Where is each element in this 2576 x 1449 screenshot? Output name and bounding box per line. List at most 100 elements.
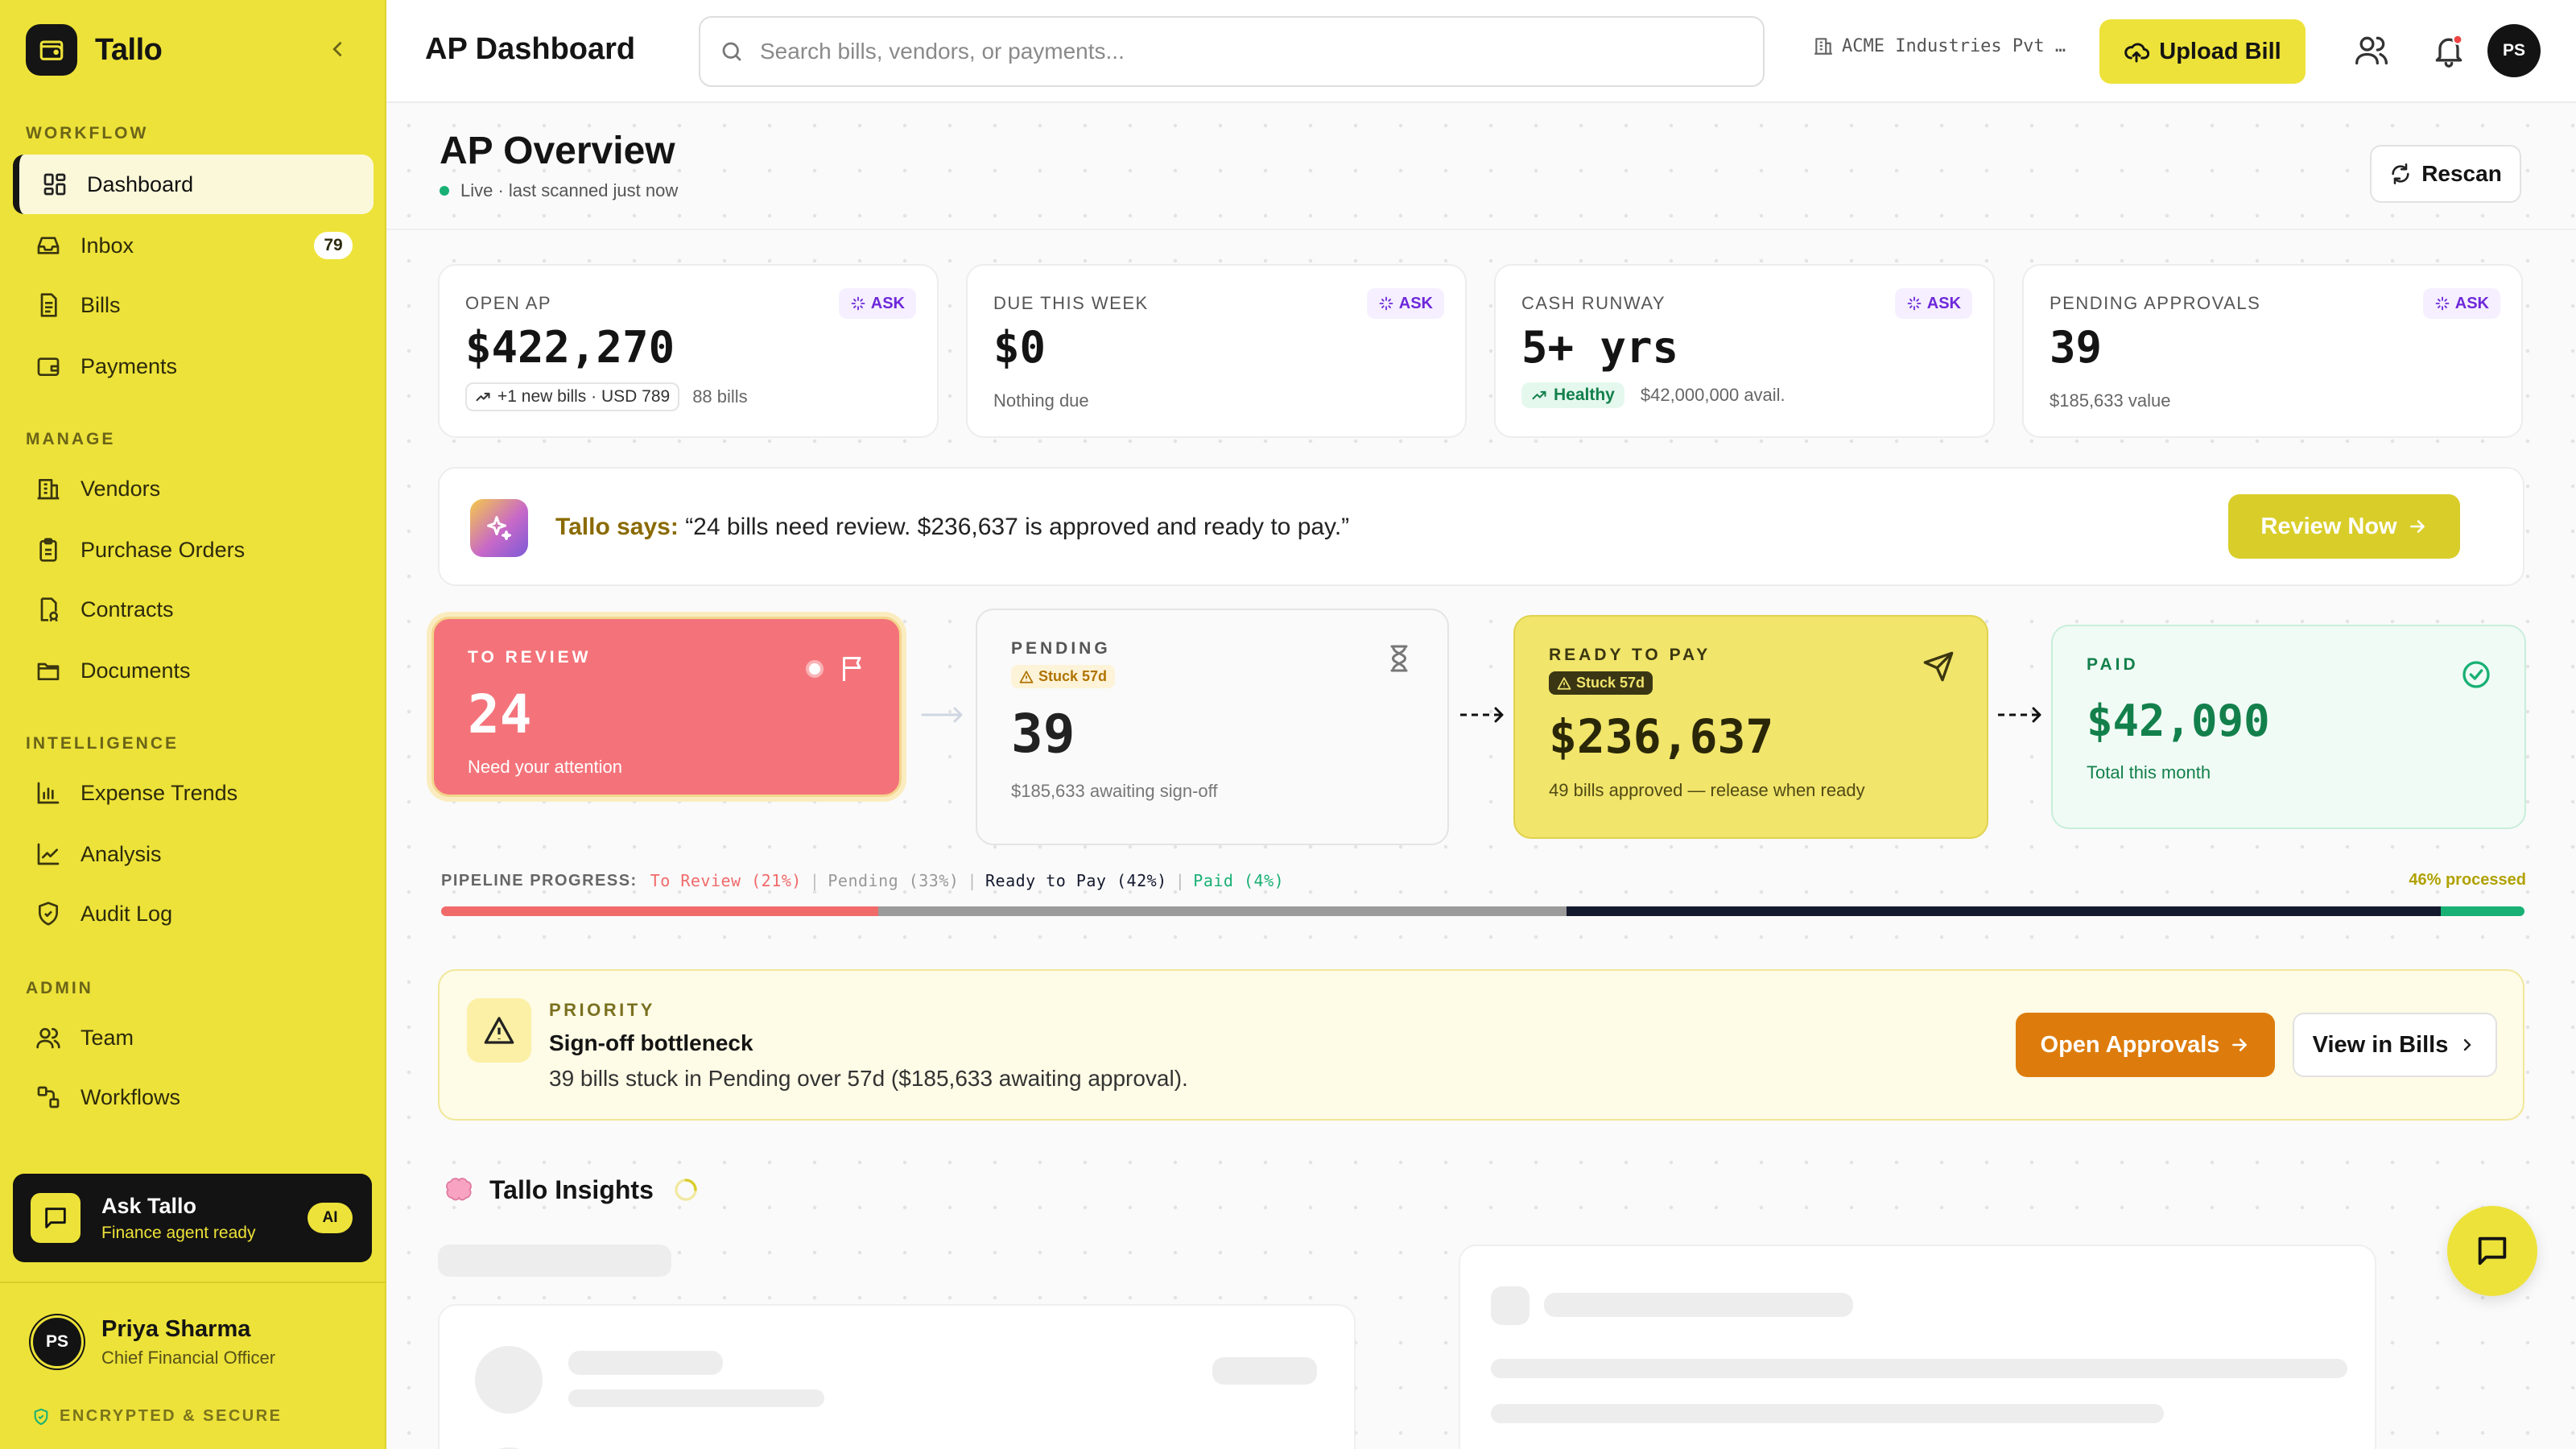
- ask-button[interactable]: ASK: [2422, 288, 2500, 319]
- segment-label-pending: Pending (33%): [828, 871, 960, 890]
- sparkle-icon: [1379, 296, 1393, 311]
- stage-name: PAID: [2087, 655, 2139, 674]
- tallo-says-label: Tallo says:: [555, 514, 679, 540]
- kpi-value: $422,270: [465, 322, 675, 373]
- review-now-button[interactable]: Review Now: [2228, 494, 2460, 559]
- warning-icon: [1557, 676, 1571, 690]
- ask-tallo-card[interactable]: Ask Tallo Finance agent ready AI: [13, 1174, 372, 1262]
- ask-button[interactable]: ASK: [1894, 288, 1972, 319]
- stage-to-review[interactable]: TO REVIEW 24 Need your attention: [431, 617, 902, 797]
- chat-icon: [31, 1193, 80, 1243]
- sidebar-item-analysis[interactable]: Analysis: [13, 824, 374, 884]
- sidebar-item-label: Inbox: [80, 233, 134, 258]
- upload-bill-button[interactable]: Upload Bill: [2099, 19, 2306, 84]
- brand-name: Tallo: [95, 32, 163, 67]
- stuck-badge: Stuck 57d: [1011, 665, 1116, 688]
- kpi-open-ap[interactable]: OPEN AP $422,270 +1 new bills · USD 789 …: [438, 264, 939, 438]
- section-admin: ADMIN: [26, 979, 93, 997]
- sparkle-icon: [470, 499, 528, 557]
- ask-label: ASK: [2454, 294, 2489, 312]
- loading-spinner-icon: [675, 1179, 697, 1201]
- kpi-sub: $185,633 value: [2050, 390, 2171, 411]
- search-input[interactable]: Search bills, vendors, or payments...: [699, 16, 1765, 87]
- segment-label-paid: Paid (4%): [1193, 871, 1285, 890]
- rescan-label: Rescan: [2421, 161, 2502, 186]
- sidebar-item-payments[interactable]: Payments: [13, 336, 374, 396]
- hourglass-icon: [1390, 645, 1408, 672]
- collapse-sidebar-button[interactable]: [325, 37, 349, 61]
- chat-fab-button[interactable]: [2447, 1206, 2537, 1296]
- kpi-cash-runway[interactable]: CASH RUNWAY 5+ yrs Healthy $42,000,000 a…: [1494, 264, 1995, 438]
- sidebar-item-inbox[interactable]: Inbox 79: [13, 216, 374, 275]
- progress-segment-3: [2441, 906, 2524, 916]
- view-in-bills-button[interactable]: View in Bills: [2293, 1013, 2497, 1077]
- sidebar-item-expense-trends[interactable]: Expense Trends: [13, 763, 374, 823]
- sidebar-item-documents[interactable]: Documents: [13, 641, 374, 700]
- ask-label: ASK: [1926, 294, 1961, 312]
- segment-label-to-review: To Review (21%): [650, 871, 802, 890]
- stage-sub: Need your attention: [468, 757, 623, 777]
- insights-title: Tallo Insights: [489, 1174, 654, 1204]
- sidebar-item-team[interactable]: Team: [13, 1008, 374, 1067]
- sidebar-divider: [0, 1282, 386, 1283]
- notifications-button[interactable]: [2431, 32, 2467, 68]
- wallet-logo-icon: [26, 24, 77, 76]
- rescan-button[interactable]: Rescan: [2370, 145, 2521, 203]
- stage-paid[interactable]: PAID $42,090 Total this month: [2051, 625, 2526, 829]
- stage-name: READY TO PAY: [1549, 646, 1711, 664]
- stage-value: 24: [468, 683, 532, 745]
- sidebar-item-dashboard[interactable]: Dashboard: [13, 155, 374, 214]
- stage-ready-to-pay[interactable]: READY TO PAY Stuck 57d $236,637 49 bills…: [1513, 615, 1988, 839]
- header-avatar[interactable]: PS: [2487, 24, 2541, 77]
- view-in-bills-label: View in Bills: [2312, 1031, 2449, 1058]
- stuck-badge: Stuck 57d: [1549, 671, 1653, 695]
- dot-indicator: [806, 660, 824, 678]
- status-badge: Healthy: [1521, 382, 1624, 408]
- stuck-text: Stuck 57d: [1038, 668, 1108, 684]
- ask-button[interactable]: ASK: [838, 288, 916, 319]
- stuck-text: Stuck 57d: [1576, 675, 1645, 691]
- sidebar-item-audit-log[interactable]: Audit Log: [13, 884, 374, 943]
- pipeline-progress-bar: [441, 906, 2524, 916]
- user-role: Chief Financial Officer: [101, 1347, 276, 1368]
- team-button[interactable]: [2354, 32, 2389, 68]
- clipboard-icon: [34, 535, 63, 564]
- building-icon: [1814, 38, 1832, 55]
- sidebar-item-label: Documents: [80, 658, 191, 683]
- sidebar-item-workflows[interactable]: Workflows: [13, 1067, 374, 1127]
- kpi-pending-approvals[interactable]: PENDING APPROVALS 39 $185,633 value ASK: [2022, 264, 2523, 438]
- kpi-due-this-week[interactable]: DUE THIS WEEK $0 Nothing due ASK: [966, 264, 1467, 438]
- arrow-right-icon: [921, 707, 963, 723]
- sidebar-item-contracts[interactable]: Contracts: [13, 580, 374, 639]
- users-icon: [2355, 36, 2388, 65]
- sidebar-item-label: Team: [80, 1025, 134, 1050]
- kpi-label: PENDING APPROVALS: [2050, 293, 2261, 313]
- kpi-sub: 88 bills: [692, 386, 748, 407]
- line-chart-icon: [34, 840, 63, 869]
- live-status-text: Live · last scanned just now: [460, 180, 679, 200]
- trend-up-icon: [476, 392, 490, 402]
- progress-segment-2: [1566, 906, 2442, 916]
- processed-percent: 46% processed: [2409, 871, 2526, 889]
- sidebar-item-purchase-orders[interactable]: Purchase Orders: [13, 520, 374, 580]
- stage-pending[interactable]: PENDING Stuck 57d 39 $185,633 awaiting s…: [976, 609, 1449, 845]
- page-divider: [386, 229, 2576, 230]
- secure-indicator: ENCRYPTED & SECURE: [32, 1407, 283, 1426]
- cloud-upload-icon: [2124, 43, 2150, 63]
- sidebar-item-bills[interactable]: Bills: [13, 275, 374, 335]
- user-profile[interactable]: PS Priya Sharma Chief Financial Officer: [31, 1315, 275, 1368]
- check-circle-icon: [2462, 661, 2490, 688]
- insights-header: Tallo Insights: [443, 1174, 699, 1206]
- secure-label: ENCRYPTED & SECURE: [60, 1407, 283, 1425]
- sidebar: Tallo WORKFLOW Dashboard Inbox 79 Bills …: [0, 0, 386, 1449]
- status-badge-text: Healthy: [1554, 386, 1615, 404]
- top-header: AP Dashboard Search bills, vendors, or p…: [386, 0, 2576, 103]
- org-selector[interactable]: ACME Industries Pvt …: [1813, 35, 2066, 56]
- open-approvals-button[interactable]: Open Approvals: [2016, 1013, 2275, 1077]
- brand[interactable]: Tallo: [26, 24, 163, 76]
- sidebar-item-label: Bills: [80, 292, 121, 317]
- sidebar-item-vendors[interactable]: Vendors: [13, 459, 374, 518]
- ask-button[interactable]: ASK: [1366, 288, 1444, 319]
- skeleton-card: [1459, 1245, 2376, 1449]
- section-manage: MANAGE: [26, 430, 116, 448]
